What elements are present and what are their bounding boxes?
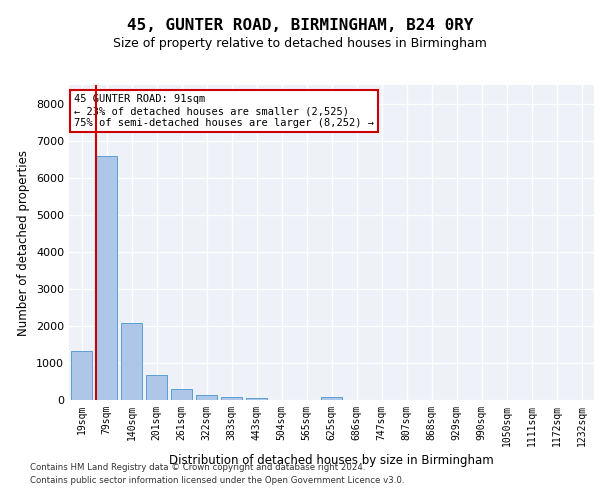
Bar <box>171 390 192 400</box>
Bar <box>196 395 217 400</box>
Text: Contains HM Land Registry data © Crown copyright and database right 2024.: Contains HM Land Registry data © Crown c… <box>30 462 365 471</box>
Bar <box>71 352 92 400</box>
Bar <box>246 398 267 400</box>
Bar <box>321 398 342 400</box>
Text: Contains public sector information licensed under the Open Government Licence v3: Contains public sector information licen… <box>30 476 404 485</box>
Bar <box>96 156 117 400</box>
Bar <box>146 375 167 400</box>
Bar <box>121 323 142 400</box>
Bar <box>221 396 242 400</box>
Text: 45, GUNTER ROAD, BIRMINGHAM, B24 0RY: 45, GUNTER ROAD, BIRMINGHAM, B24 0RY <box>127 18 473 32</box>
X-axis label: Distribution of detached houses by size in Birmingham: Distribution of detached houses by size … <box>169 454 494 468</box>
Y-axis label: Number of detached properties: Number of detached properties <box>17 150 31 336</box>
Text: 45 GUNTER ROAD: 91sqm
← 23% of detached houses are smaller (2,525)
75% of semi-d: 45 GUNTER ROAD: 91sqm ← 23% of detached … <box>74 94 374 128</box>
Text: Size of property relative to detached houses in Birmingham: Size of property relative to detached ho… <box>113 38 487 51</box>
